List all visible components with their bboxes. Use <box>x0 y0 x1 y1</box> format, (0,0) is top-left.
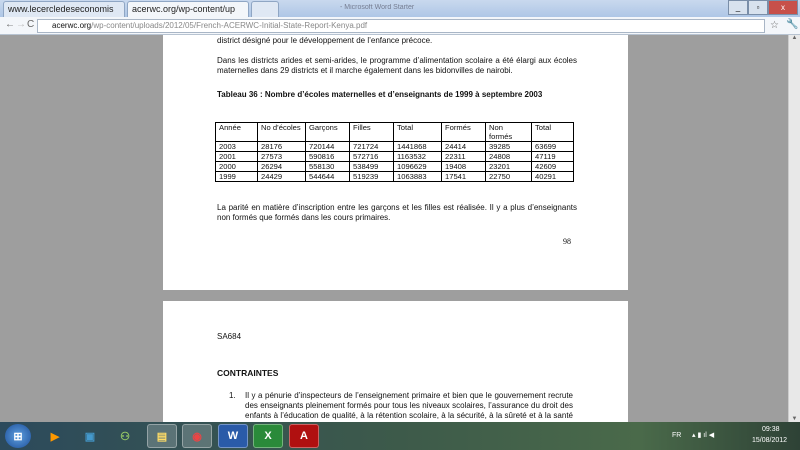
word-icon[interactable]: W <box>218 424 248 448</box>
table-cell: 19408 <box>441 161 486 172</box>
column-header: No d’écoles <box>257 122 306 142</box>
table-cell: 519239 <box>349 171 394 182</box>
table-cell: 24808 <box>485 151 532 162</box>
table-cell: 558130 <box>305 161 350 172</box>
list-item: Il y a pénurie d’inspecteurs de l’enseig… <box>245 391 573 422</box>
browser-toolbar: ← → C acerwc.org/wp-content/uploads/2012… <box>0 17 800 35</box>
table-cell: 538499 <box>349 161 394 172</box>
tab-label: acerwc.org/wp-content/up <box>132 4 236 14</box>
table-cell: 1096629 <box>393 161 442 172</box>
start-button[interactable]: ⊞ <box>5 424 31 448</box>
table-row: 2000 26294 558130 538499 1096629 19408 23201 42… <box>215 161 574 172</box>
paragraph: district désigné pour le développement d… <box>217 36 433 45</box>
pdf-viewer: district désigné pour le développement d… <box>0 35 788 422</box>
tab-label: www.lecercledeseconomis <box>8 4 114 14</box>
table-cell: 572716 <box>349 151 394 162</box>
paragraph: Dans les districts arides et semi-arides… <box>217 56 577 75</box>
column-header: Garçons <box>305 122 350 142</box>
section-heading: CONTRAINTES <box>217 368 279 378</box>
table-cell: 720144 <box>305 141 350 152</box>
table-cell: 721724 <box>349 141 394 152</box>
table-cell: 1441868 <box>393 141 442 152</box>
table-title: Tableau 36 : Nombre d’écoles maternelles… <box>217 90 543 99</box>
table-cell: 26294 <box>257 161 306 172</box>
wrench-icon[interactable]: 🔧 <box>786 19 799 30</box>
window-title: - Microsoft Word Starter <box>340 4 415 11</box>
pdf-page: SA684 CONTRAINTES 1. Il y a pénurie d’in… <box>163 301 628 422</box>
table-row: 2001 27573 590816 572716 1163532 22311 24808 47… <box>215 151 574 162</box>
chrome-icon[interactable]: ◉ <box>182 424 212 448</box>
reload-icon[interactable]: C <box>27 19 35 30</box>
table-cell: 42609 <box>531 161 574 172</box>
explorer-icon[interactable]: ▤ <box>147 424 177 448</box>
table-row: 2003 28176 720144 721724 1441868 24414 39285 63… <box>215 141 574 152</box>
data-table: Année No d’écoles Garçons Filles Total Formés… <box>215 122 574 182</box>
document-code: SA684 <box>217 332 242 341</box>
url-path: /wp-content/uploads/2012/05/French-ACERW… <box>91 21 368 30</box>
column-header: Année <box>215 122 258 142</box>
minimize-button[interactable]: _ <box>728 0 748 15</box>
media-player-icon[interactable]: ▶ <box>50 430 60 443</box>
table-cell: 63699 <box>531 141 574 152</box>
column-header: Filles <box>349 122 394 142</box>
table-cell: 2003 <box>215 141 258 152</box>
page-number: 98 <box>563 237 571 246</box>
column-header: Total <box>531 122 574 142</box>
table-cell: 23201 <box>485 161 532 172</box>
list-number: 1. <box>229 391 236 400</box>
excel-icon[interactable]: X <box>253 424 283 448</box>
table-cell: 17541 <box>441 171 486 182</box>
store-icon[interactable]: ▣ <box>84 430 96 443</box>
table-cell: 27573 <box>257 151 306 162</box>
table-cell: 24414 <box>441 141 486 152</box>
language-indicator[interactable]: FR <box>672 432 682 439</box>
table-cell: 47119 <box>531 151 574 162</box>
bookmark-star-icon[interactable]: ☆ <box>770 20 779 31</box>
paragraph: La parité en matière d’inscription entre… <box>217 203 577 222</box>
table-cell: 22311 <box>441 151 486 162</box>
table-cell: 28176 <box>257 141 306 152</box>
forward-icon[interactable]: → <box>16 19 26 30</box>
tab-acerwc[interactable]: acerwc.org/wp-content/up <box>127 1 249 17</box>
scrollbar[interactable]: ▲ ▼ <box>788 35 800 422</box>
clock-time[interactable]: 09:38 <box>762 426 780 433</box>
table-cell: 544644 <box>305 171 350 182</box>
clock-date[interactable]: 15/08/2012 <box>752 437 788 444</box>
column-header: Formés <box>441 122 486 142</box>
pdf-page: district désigné pour le développement d… <box>163 35 628 290</box>
table-cell: 2000 <box>215 161 258 172</box>
table-cell: 40291 <box>531 171 574 182</box>
back-icon[interactable]: ← <box>5 19 15 30</box>
tray-icons[interactable]: ▴ ▮ ıl ◀ <box>692 432 715 439</box>
url-domain: acerwc.org <box>52 21 92 30</box>
table-cell: 24429 <box>257 171 306 182</box>
table-row: 1999 24429 544644 519239 1063883 17541 22750 40… <box>215 171 574 182</box>
table-cell: 2001 <box>215 151 258 162</box>
maximize-button[interactable]: ▫ <box>748 0 768 15</box>
taskbar: ⊞ ▶ ▣ ⚇ ▤ ◉ W X A FR ▴ ▮ ıl ◀ 09:38 15/0… <box>0 422 800 450</box>
new-tab-button[interactable] <box>251 1 279 17</box>
acrobat-icon[interactable]: A <box>289 424 319 448</box>
tab-lecercle[interactable]: www.lecercledeseconomis <box>3 1 125 17</box>
table-cell: 22750 <box>485 171 532 182</box>
table-cell: 1063883 <box>393 171 442 182</box>
table-cell: 1999 <box>215 171 258 182</box>
table-cell: 39285 <box>485 141 532 152</box>
column-header: Total <box>393 122 442 142</box>
table-cell: 590816 <box>305 151 350 162</box>
close-button[interactable]: x <box>768 0 798 15</box>
address-bar[interactable]: acerwc.org/wp-content/uploads/2012/05/Fr… <box>37 19 765 33</box>
network-icon[interactable]: ⚇ <box>120 430 130 443</box>
tab-strip: www.lecercledeseconomis acerwc.org/wp-co… <box>0 0 800 17</box>
table-cell: 1163532 <box>393 151 442 162</box>
column-header: Non formés <box>485 122 532 142</box>
